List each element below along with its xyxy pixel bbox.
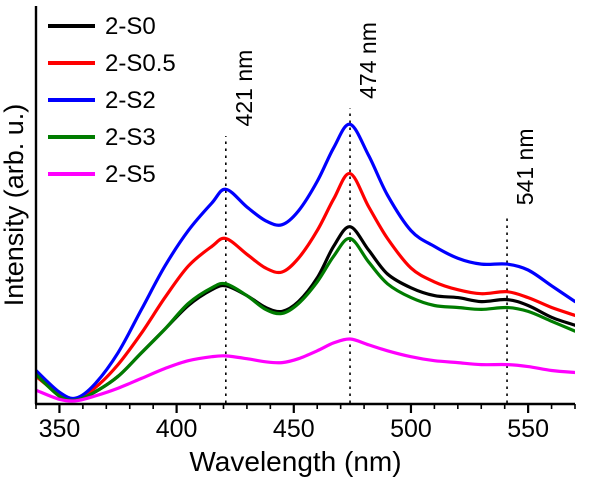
legend-label-2-S0.5: 2-S0.5 xyxy=(105,50,176,77)
legend: 2-S0 2-S0.5 2-S2 2-S3 2-S5 xyxy=(48,13,176,188)
annotation-label-421: 421 nm xyxy=(231,50,257,127)
legend-label-2-S3: 2-S3 xyxy=(105,124,156,151)
curve-2-S2 xyxy=(36,122,575,401)
x-tick-label-450: 450 xyxy=(273,415,315,443)
curve-2-S3 xyxy=(36,236,575,402)
curve-2-S0 xyxy=(36,225,575,402)
annotation-label-474: 474 nm xyxy=(355,22,381,99)
curve-2-S5 xyxy=(36,337,575,403)
x-tick-label-500: 500 xyxy=(390,415,432,443)
x-axis-label: Wavelength (nm) xyxy=(189,446,401,477)
y-axis-label: Intensity (arb. u.) xyxy=(0,104,29,307)
curves-group xyxy=(36,122,575,403)
x-tick-label-350: 350 xyxy=(39,415,81,443)
legend-label-2-S5: 2-S5 xyxy=(105,161,156,188)
legend-label-2-S0: 2-S0 xyxy=(105,13,156,40)
curve-2-S0.5 xyxy=(36,171,575,402)
annotation-label-541: 541 nm xyxy=(512,129,538,206)
x-tick-label-550: 550 xyxy=(507,415,549,443)
legend-label-2-S2: 2-S2 xyxy=(105,87,156,114)
x-tick-label-400: 400 xyxy=(156,415,198,443)
